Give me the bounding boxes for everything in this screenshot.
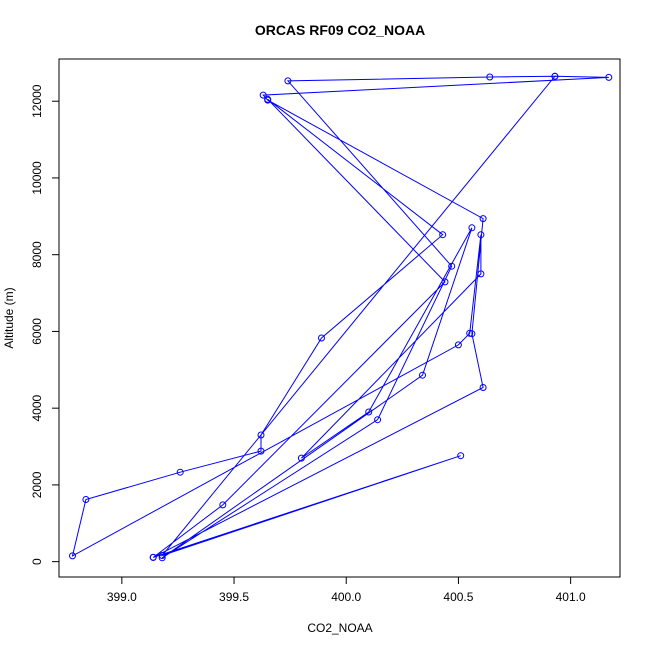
x-tick-label: 400.5 [443, 590, 473, 604]
data-point [466, 329, 474, 337]
y-tick-label: 2000 [30, 471, 44, 498]
data-point [176, 468, 184, 476]
y-tick-label: 4000 [30, 395, 44, 422]
data-point [479, 215, 487, 223]
y-tick-label: 12000 [30, 84, 44, 118]
x-axis: 399.0 399.5 400.0 400.5 401.0 [107, 577, 586, 604]
data-point [158, 552, 166, 559]
y-tick-label: 6000 [30, 318, 44, 345]
x-axis-label: CO2_NOAA [307, 621, 372, 635]
data-point [365, 408, 373, 416]
x-tick-label: 399.5 [219, 590, 249, 604]
data-point [259, 91, 267, 99]
y-tick-label: 0 [30, 558, 44, 565]
data-point [468, 224, 476, 232]
data-point [605, 73, 613, 81]
data-point [439, 231, 447, 239]
data-point [284, 77, 292, 85]
data-point [318, 334, 325, 342]
x-tick-label: 399.0 [107, 590, 137, 604]
data-point [551, 72, 559, 80]
data-point [219, 501, 227, 509]
data-point [69, 552, 76, 560]
data-point [419, 371, 426, 379]
data-point [149, 553, 157, 561]
data-point [448, 262, 456, 270]
data-point [477, 270, 485, 278]
y-axis-label: Altitude (m) [2, 287, 16, 348]
y-tick-label: 10000 [30, 161, 44, 195]
data-point [454, 341, 462, 349]
data-point [158, 554, 166, 562]
data-points [69, 72, 613, 562]
data-point [257, 431, 265, 439]
chart-title: ORCAS RF09 CO2_NOAA [255, 22, 425, 38]
data-point [441, 278, 449, 286]
plot-frame [58, 58, 621, 578]
series-line [71, 75, 609, 559]
x-tick-label: 401.0 [556, 590, 586, 604]
data-point [82, 496, 90, 503]
data-point [264, 95, 272, 103]
data-point [257, 447, 265, 455]
data-point [486, 73, 494, 81]
y-tick-label: 8000 [30, 241, 44, 268]
data-point [457, 452, 465, 460]
data-point [374, 416, 382, 424]
x-tick-label: 400.0 [331, 590, 361, 604]
data-point [297, 454, 305, 462]
y-axis: 0 2000 4000 6000 8000 10000 12000 [30, 84, 59, 565]
data-point [477, 231, 485, 239]
data-point [479, 384, 487, 391]
